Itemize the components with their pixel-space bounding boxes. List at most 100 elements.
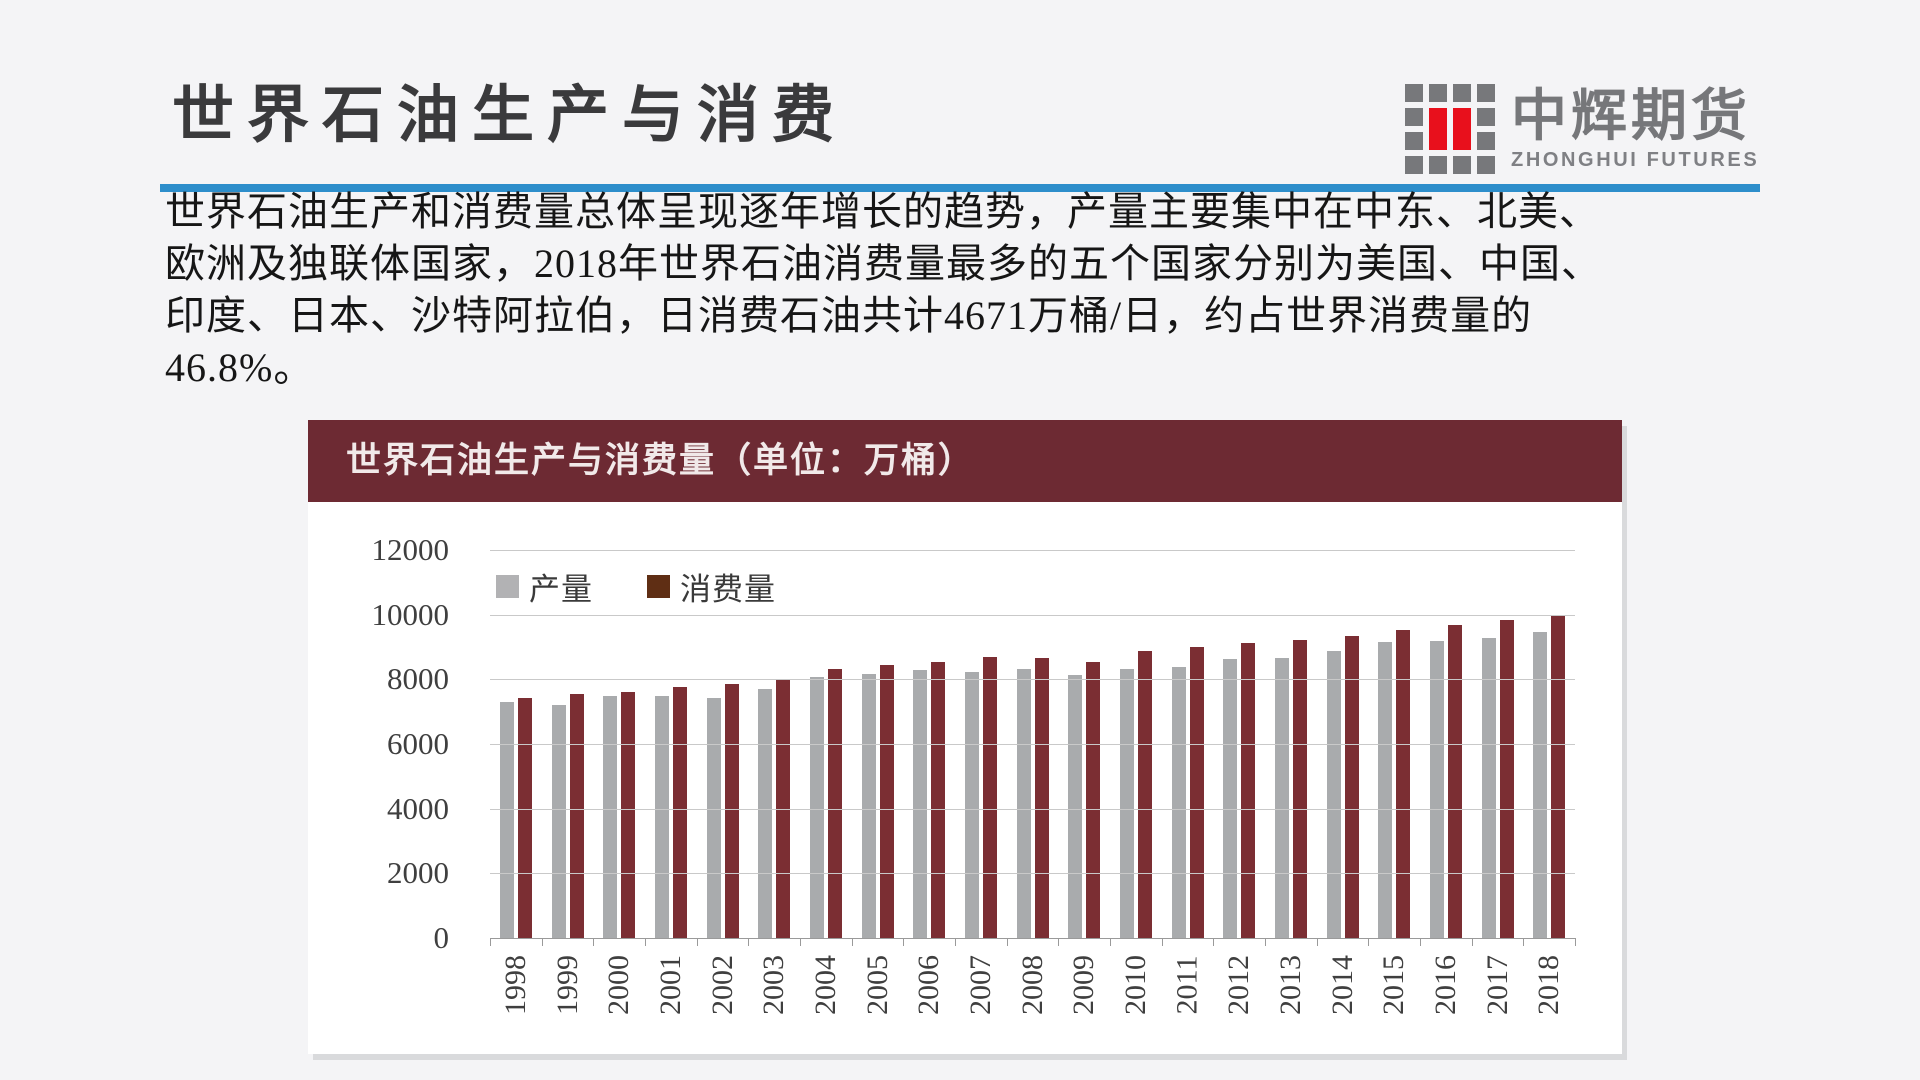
bar-group-1998: 1998: [490, 550, 542, 1015]
production-bar: [1326, 650, 1341, 938]
x-axis-tick: [1471, 938, 1473, 946]
x-axis-tick: [748, 938, 750, 946]
gridline: [490, 679, 1575, 681]
bar-groups: 1998 1999 2000 2001 2002 2003 2004 2005 2006 2007…: [490, 550, 1575, 1015]
gridline: [490, 873, 1575, 875]
production-bar: [1068, 675, 1083, 938]
legend-item-consumption: 消费量: [647, 564, 776, 609]
production-bar: [499, 701, 514, 938]
x-axis-year-label: 2012: [1222, 955, 1256, 1015]
page-title: 世界石油生产与消费: [172, 81, 848, 150]
x-axis-tick: [1058, 938, 1060, 946]
x-axis-year-label: 2002: [705, 955, 739, 1015]
consumption-bar: [1292, 639, 1307, 938]
x-axis-year-label: 1998: [498, 955, 532, 1015]
consumption-bar: [621, 692, 636, 938]
production-bar: [1481, 638, 1496, 938]
consumption-bar: [1396, 630, 1411, 938]
consumption-bar: [1189, 646, 1204, 938]
plot-area: 产量 消费量 1998 1999 2000 2001 2002 2003 2004 2005 20…: [490, 550, 1576, 1015]
logo-company-name: 中辉期货: [1511, 84, 1751, 147]
consumption-bar: [1344, 636, 1359, 938]
x-axis-tick: [696, 938, 698, 946]
bar-group-2011: 2011: [1162, 550, 1214, 1014]
x-axis-year-label: 2003: [757, 955, 791, 1015]
x-axis-tick: [1161, 938, 1163, 946]
production-bar: [551, 705, 566, 938]
consumption-bar: [517, 697, 532, 938]
bar-group-2015: 2015: [1368, 550, 1420, 1015]
x-axis-year-label: 2014: [1325, 955, 1359, 1015]
consumption-bar: [1447, 625, 1462, 938]
body-line: 46.8%。: [165, 345, 315, 390]
production-bar: [913, 670, 928, 938]
y-axis-tick-label: 6000: [387, 726, 449, 761]
x-axis-tick: [593, 938, 595, 946]
consumption-bar: [776, 679, 791, 938]
production-bar: [654, 696, 669, 938]
x-axis-tick: [1213, 938, 1215, 946]
x-axis-tick: [851, 938, 853, 946]
consumption-bar: [931, 661, 946, 938]
consumption-bar: [672, 687, 687, 938]
production-bar: [1223, 658, 1238, 938]
x-axis-year-label: 2016: [1428, 955, 1462, 1015]
production-bar: [758, 689, 773, 938]
consumption-bar: [1241, 643, 1256, 938]
bar-group-2018: 2018: [1523, 550, 1575, 1015]
production-bar: [809, 676, 824, 938]
bar-group-2016: 2016: [1420, 550, 1472, 1015]
bar-group-2007: 2007: [955, 550, 1007, 1015]
bar-group-2012: 2012: [1213, 550, 1265, 1015]
production-bar: [1016, 669, 1031, 938]
x-axis-tick: [955, 938, 956, 946]
body-line: 欧洲及独联体国家，2018年世界石油消费量最多的五个国家分别为美国、中国、: [165, 241, 1602, 286]
y-axis: 0 2000 4000 6000 8000 10000 12000: [308, 532, 455, 955]
x-axis-tick: [490, 938, 491, 946]
consumption-bar: [1034, 658, 1049, 938]
production-bar: [1171, 667, 1186, 938]
bar-group-2017: 2017: [1472, 550, 1524, 1015]
x-axis-year-label: 2018: [1532, 955, 1566, 1015]
consumption-bar: [879, 664, 894, 938]
y-axis-tick-label: 2000: [387, 855, 449, 891]
bar-group-2009: 2009: [1058, 550, 1110, 1015]
x-axis-tick: [1110, 938, 1111, 946]
x-axis-year-label: 2011: [1170, 955, 1204, 1015]
consumption-bar: [1086, 662, 1101, 938]
y-axis-tick-label: 12000: [371, 532, 450, 567]
consumption-bar: [827, 669, 842, 938]
x-axis-tick: [1523, 938, 1525, 946]
production-bar: [861, 673, 876, 938]
title-divider: [160, 184, 1760, 192]
x-axis-year-label: 2006: [912, 955, 946, 1015]
chart-legend: 产量 消费量: [496, 564, 776, 609]
x-axis-year-label: 2009: [1067, 955, 1101, 1015]
logo-mark-icon: [1405, 84, 1495, 174]
x-axis-tick: [1368, 938, 1370, 946]
x-axis-tick: [1575, 938, 1576, 946]
y-axis-tick-label: 10000: [371, 596, 450, 632]
production-bar: [1274, 658, 1289, 938]
gridline: [490, 550, 1575, 551]
legend-swatch-consumption: [647, 575, 670, 598]
legend-label-consumption: 消费量: [680, 572, 776, 607]
consumption-bar: [1499, 619, 1514, 938]
body-paragraph: 世界石油生产和消费量总体呈现逐年增长的趋势，产量主要集中在中东、北美、 欧洲及独…: [165, 186, 1665, 394]
x-axis-tick: [903, 938, 905, 946]
x-axis-tick: [1006, 938, 1008, 946]
consumption-bar: [982, 657, 997, 938]
x-axis-year-label: 2010: [1118, 955, 1152, 1015]
x-axis-tick: [1420, 938, 1421, 946]
x-axis-year-label: 2000: [602, 955, 636, 1015]
legend-label-production: 产量: [529, 572, 593, 607]
y-axis-tick-label: 4000: [387, 790, 449, 826]
x-axis-year-label: 2004: [808, 955, 842, 1015]
x-axis-year-label: 2008: [1015, 955, 1049, 1015]
x-axis-tick: [645, 938, 646, 946]
y-axis-tick-label: 0: [433, 920, 450, 955]
y-axis-tick-label: 8000: [387, 661, 449, 697]
bar-group-2006: 2006: [903, 550, 955, 1015]
chart-plot-container: 0 2000 4000 6000 8000 10000 12000 产量 消费量 1998 19…: [308, 502, 1622, 1054]
gridline: [490, 808, 1575, 810]
